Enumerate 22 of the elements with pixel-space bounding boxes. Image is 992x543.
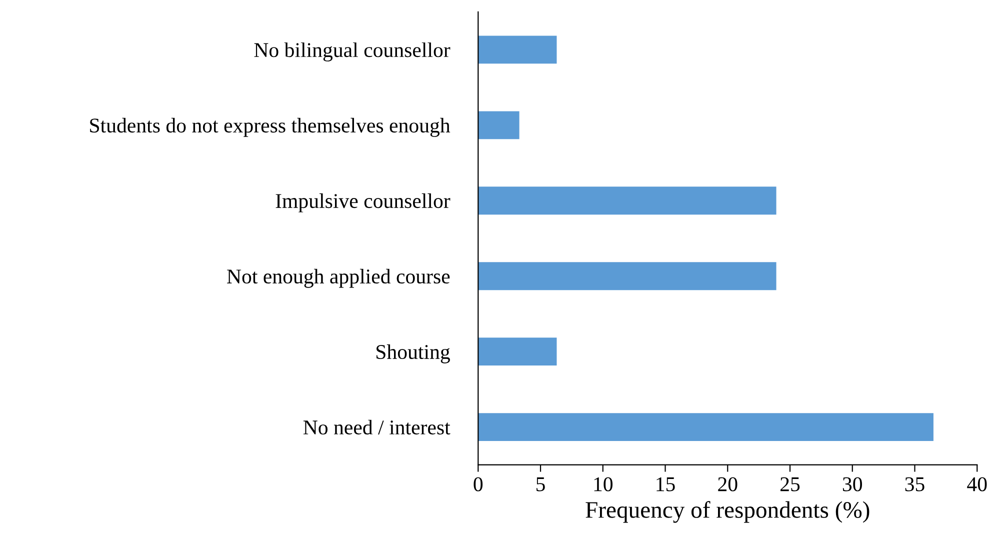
x-tick-label: 15 (656, 477, 675, 492)
x-tick-label: 20 (718, 477, 738, 492)
bar (478, 36, 557, 64)
bar (478, 413, 934, 442)
x-tick-label: 40 (967, 477, 987, 492)
x-axis-title: Frequency of respondents (%) (586, 501, 870, 523)
y-tick-label: No bilingual counsellor (254, 42, 450, 62)
bar (478, 338, 557, 366)
x-tick-label: 5 (536, 477, 545, 492)
x-tick-label: 10 (594, 477, 613, 492)
y-tick-label: Impulsive counsellor (276, 193, 450, 212)
y-tick-label: No need / interest (303, 420, 450, 435)
y-tick-label: Shouting (376, 344, 450, 364)
y-tick-label: Not enough applied course (227, 268, 450, 288)
x-tick-label: 30 (842, 477, 862, 492)
y-tick-label: Students do not express themselves enough (90, 118, 450, 137)
bar (478, 262, 776, 290)
bar (478, 186, 776, 215)
x-tick-label: 25 (780, 477, 800, 492)
x-tick-label: 35 (905, 477, 924, 492)
x-tick-label: 0 (474, 477, 483, 492)
bar (478, 111, 520, 140)
